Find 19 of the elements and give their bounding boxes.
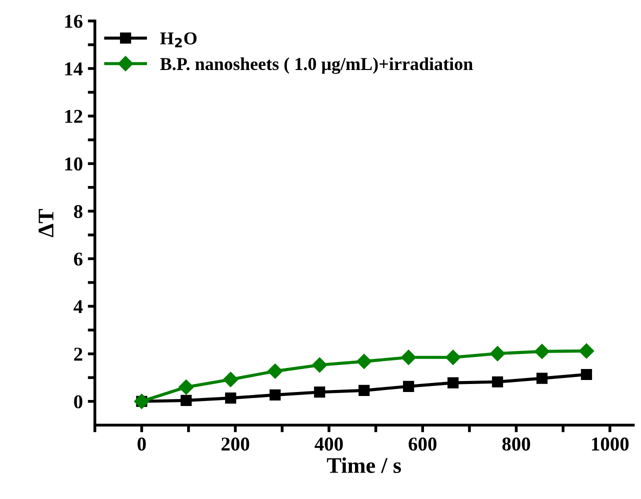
y-tick-label: 6 (74, 252, 82, 266)
legend-label: H$_{2}$O (160, 32, 197, 48)
x-tick-label: 400 (314, 438, 343, 451)
x-tick-label: 600 (408, 438, 436, 451)
y-axis-title: ΔT (38, 209, 54, 238)
y-tick-label: 0 (74, 395, 82, 408)
y-tick-label: 14 (65, 62, 83, 76)
x-axis-title: Time / s (326, 457, 401, 474)
y-tick-label: 12 (65, 110, 82, 123)
legend-label: B.P. nanosheets ( 1.0 μg/mL)+irradiation (160, 57, 473, 74)
x-tick-label: 800 (502, 438, 530, 451)
x-tick-label: 200 (222, 438, 250, 451)
x-tick-label: 0 (138, 438, 146, 451)
y-tick-label: 2 (74, 348, 82, 361)
y-tick-label: 8 (74, 204, 82, 218)
x-tick-label: 1000 (592, 438, 629, 451)
y-tick-label: 16 (65, 14, 82, 28)
y-tick-label: 4 (74, 300, 83, 314)
y-tick-label: 10 (65, 157, 82, 171)
